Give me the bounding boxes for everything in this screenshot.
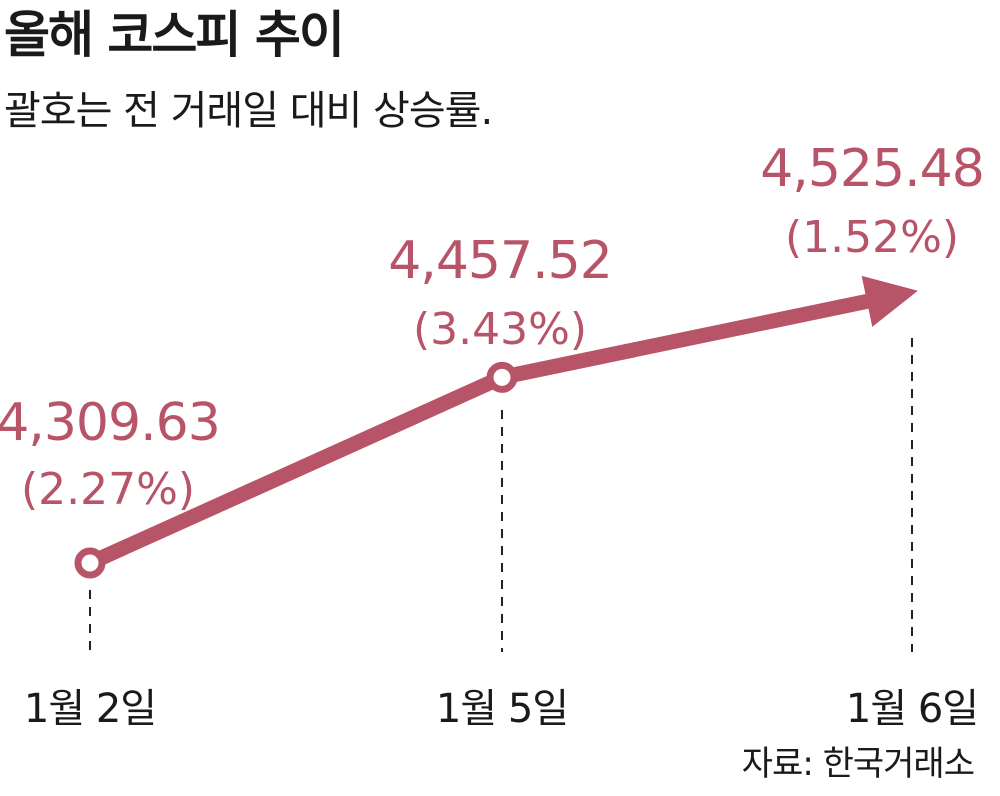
change-label-1: (2.27%) [21, 464, 195, 515]
x-tick-label-3: 1월 6일 [846, 686, 978, 732]
chart-subtitle: 괄호는 전 거래일 대비 상승률. [4, 88, 493, 134]
value-label-3: 4,525.48 [760, 139, 984, 199]
arrowhead-marker [861, 275, 918, 327]
value-label-1: 4,309.63 [0, 393, 220, 453]
point-marker-1 [74, 547, 106, 579]
x-tick-label-2: 1월 5일 [436, 686, 568, 732]
line-segment-1 [82, 369, 510, 571]
change-label-3: (1.52%) [785, 212, 959, 263]
value-label-2: 4,457.52 [388, 231, 612, 291]
x-tick-label-1: 1월 2일 [24, 686, 156, 732]
chart-title: 올해 코스피 추이 [4, 6, 345, 64]
point-marker-2 [486, 361, 518, 393]
line-segment-2 [500, 293, 873, 385]
source-note: 자료: 한국거래소 [741, 744, 975, 784]
change-label-2: (3.43%) [413, 304, 587, 355]
